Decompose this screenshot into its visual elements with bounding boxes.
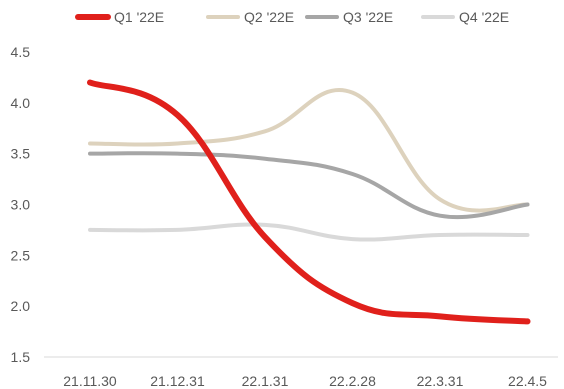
series-line-q3 [88,151,530,220]
x-tick-label: 21.11.30 [63,373,117,389]
y-tick-label: 3.5 [11,146,31,162]
series-line-q2 [88,88,530,213]
series-layer [87,79,531,325]
x-tick-label: 22.2.28 [329,373,376,389]
series-line-q4 [88,222,530,242]
y-tick-label: 2.0 [11,298,31,314]
legend-label-q2: Q2 '22E [244,9,294,25]
y-axis: 1.5 2.0 2.5 3.0 3.5 4.0 4.5 [11,44,31,365]
y-tick-label: 1.5 [11,349,31,365]
x-tick-label: 22.1.31 [242,373,289,389]
x-axis: 21.11.30 21.12.31 22.1.31 22.2.28 22.3.31 22.… [44,356,558,389]
legend: Q1 '22E Q2 '22E Q3 '22E Q4 '22E [75,9,509,25]
y-tick-label: 2.5 [11,247,31,263]
x-tick-label: 22.4.5 [508,373,547,389]
legend-label-q1: Q1 '22E [114,9,164,25]
x-tick-label: 22.3.31 [417,373,464,389]
x-tick-label: 21.12.31 [150,373,205,389]
series-line-q1 [87,79,531,325]
y-tick-label: 4.0 [11,95,31,111]
y-tick-label: 4.5 [11,44,31,60]
legend-label-q3: Q3 '22E [343,9,393,25]
legend-label-q4: Q4 '22E [459,9,509,25]
y-tick-label: 3.0 [11,197,31,213]
